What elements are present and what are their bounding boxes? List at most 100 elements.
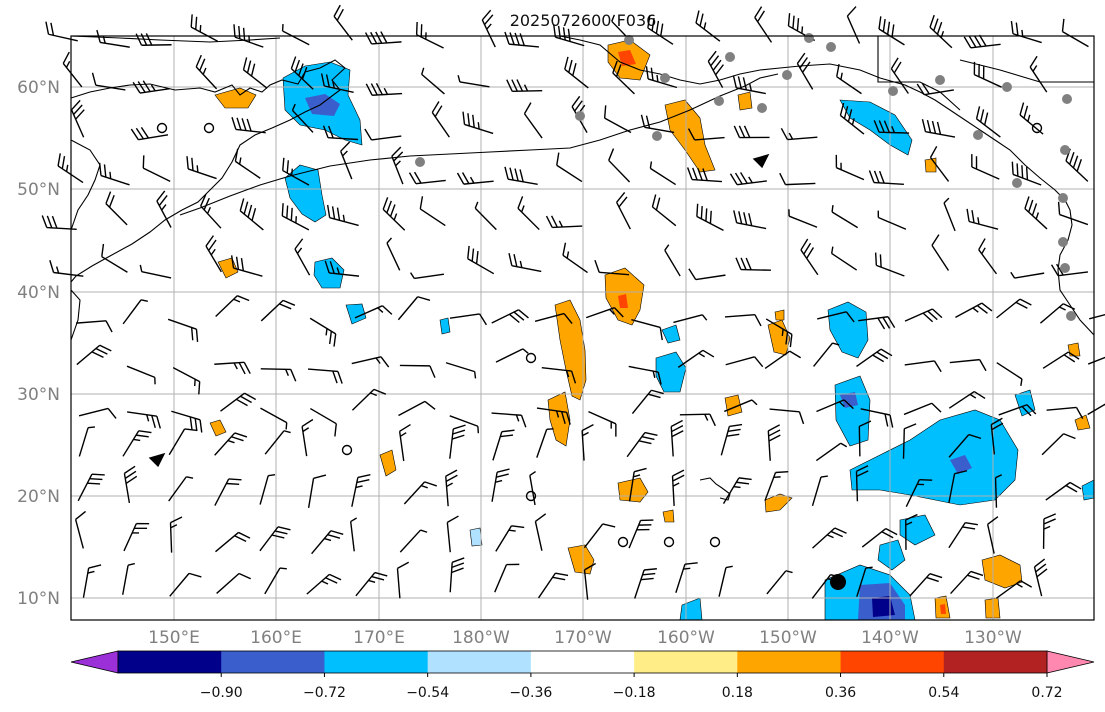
wind-barb [481,9,496,48]
wind-barb [231,117,266,134]
wind-barb [733,210,767,230]
wind-barb [948,433,982,458]
contour-negative-core [950,455,972,474]
wind-barb [281,24,310,46]
wind-barb [764,471,789,501]
wind-barb [1010,271,1045,279]
wind-barb [214,432,248,456]
colorbar-frame [117,650,1048,674]
wind-barb [259,473,276,505]
wind-barb [732,75,766,95]
wind-barb [916,82,954,96]
contour-positive-region [662,509,675,523]
wind-barb [688,268,726,281]
contour-positive-core [940,604,946,614]
colorbar-segment [221,651,325,673]
wind-barb [45,21,78,42]
contour-positive-region [1067,342,1081,357]
wind-barb [536,407,571,425]
wind-barb [765,318,793,348]
wind-barb [408,171,446,185]
wind-barb [205,235,222,273]
border-us-canada [959,59,1094,83]
wind-barb [634,568,657,599]
calm-wind-circle [156,122,168,134]
wind-barb [354,305,393,319]
wind-barb [260,407,288,430]
wind-barb [351,388,387,411]
station-dot [725,52,735,62]
wind-barb [588,411,617,437]
wind-barb [718,565,733,597]
wind-barb [449,313,488,326]
contour-negative-region [345,303,367,325]
longitude-label: 140°W [861,628,919,648]
wind-barb [754,6,773,43]
wind-barb [626,431,658,458]
wind-barb [873,120,910,134]
contour-positive-region [379,449,397,477]
wind-barb [122,430,152,457]
wind-barb [462,111,494,135]
wind-barb [445,469,458,507]
wind-barb [686,167,722,183]
wind-barb [948,470,968,504]
wind-barb [729,172,767,186]
coastline-hawaii [699,477,731,501]
wind-barb [670,419,684,457]
contour-positive-region [664,99,716,173]
wind-barb [260,368,297,382]
station-dot [415,157,425,167]
wind-barb [1045,481,1082,501]
wind-barb [631,318,663,341]
wind-barb [494,563,520,593]
wind-barb [649,161,677,186]
coastline-japan-kuril [70,289,81,341]
wind-barb [76,344,112,366]
wind-barb [523,102,543,139]
map-frame [70,35,1095,621]
wind-barb [615,191,631,230]
station-dot [575,111,585,121]
wind-barb [365,82,403,96]
wind-barb [536,428,554,458]
wind-barb [306,573,342,595]
wind-barb [581,424,594,461]
wind-barb [943,197,956,232]
colorbar-segment [118,651,222,673]
wind-barb [1057,201,1089,226]
wind-barb [431,101,450,138]
colorbar-segment [530,651,635,673]
wind-barb [545,215,583,229]
wind-barb [349,517,357,552]
station-dot [973,130,983,140]
station-dot [782,70,792,80]
wind-barb [733,125,770,139]
wind-barb [260,299,296,322]
wind-barb [123,465,138,504]
wind-barb [1039,303,1076,324]
station-dot [935,75,945,85]
contour-negative-region [661,324,681,344]
wind-barb [556,152,583,183]
wind-barb [167,318,199,342]
wind-barb [301,418,314,457]
wind-barb [195,54,218,90]
longitude-label: 150°E [148,628,200,648]
colorbar-segment [427,651,532,673]
wind-barb [82,564,102,598]
wind-barb [320,73,354,93]
contour-positive-region [924,157,937,173]
wind-barb [562,242,588,274]
wind-barb [445,362,477,379]
wind-barb [583,523,616,549]
colorbar-segment [324,651,429,673]
wind-barb [156,190,172,228]
wind-barb [77,473,105,502]
wind-barb [874,252,905,277]
wind-barb-pennant [752,153,770,169]
wind-barb [831,205,859,229]
wind-barb [242,57,268,89]
station-dot [652,131,662,141]
wind-barb [171,410,203,433]
